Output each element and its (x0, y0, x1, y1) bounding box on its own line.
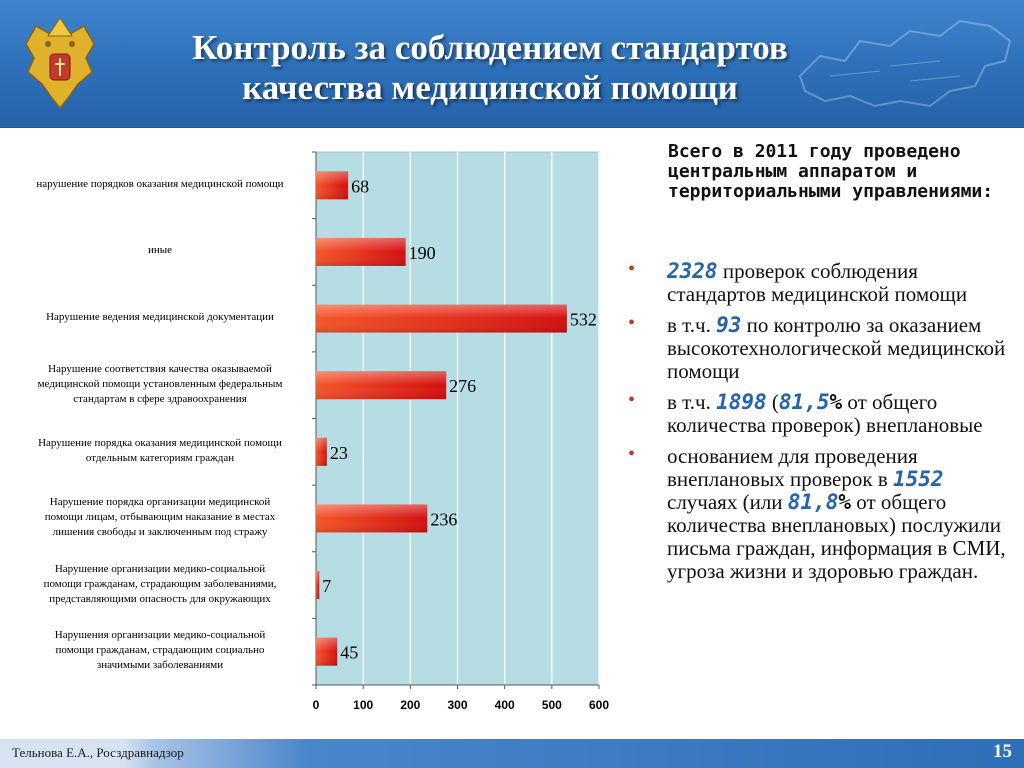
bar-highlight (316, 237, 406, 266)
category-label-line: Нарушение ведения медицинской документац… (46, 311, 274, 324)
category-label: иные (10, 243, 310, 258)
data-label: 276 (449, 376, 476, 396)
bar-chart: 0 100 200 300 400 500 600 68 190 532 276 23 236 7 45 н… (0, 140, 612, 720)
bullet-text: проверок соблюдения стандартов медицинск… (667, 259, 968, 306)
bar-highlight (316, 304, 567, 333)
summary-panel: Всего в 2011 году проведено центральным … (618, 140, 1018, 730)
bar-highlight (316, 171, 349, 200)
category-label-line: Нарушение организации медико-социальной (54, 562, 266, 575)
data-label: 532 (570, 310, 597, 330)
bullet-number: 93 (716, 313, 742, 337)
bullet-prefix: в т.ч. (667, 313, 717, 337)
coat-of-arms-icon (25, 17, 95, 110)
bullet-icon: • (628, 258, 636, 280)
summary-bullet-3: • в т.ч. 1898 (81,5% от общего количеств… (626, 389, 1016, 437)
x-tick-label: 100 (353, 698, 373, 712)
bar-highlight (316, 571, 320, 600)
bullet-text: по контролю за оказанием высокотехнологи… (667, 313, 1006, 383)
x-tick-label: 500 (542, 698, 562, 712)
category-label-line: лишения свободы и заключенным под стражу (52, 525, 268, 538)
percent-sign: % (838, 490, 852, 514)
title-line-2: качества медицинской помощи (242, 68, 738, 107)
bar-highlight (316, 437, 327, 466)
summary-list: • 2328 проверок соблюдения стандартов ме… (626, 258, 1016, 591)
category-label-line: помощи гражданам, страдающим социально (55, 644, 265, 657)
bullet-text: от общего количества проверок) внепланов… (667, 390, 983, 437)
x-tick-label: 400 (495, 698, 515, 712)
category-label-line: Нарушение порядка оказания медицинской п… (38, 436, 282, 449)
bar-highlight (316, 504, 428, 533)
category-label-line: медицинской помощи установленным федерал… (37, 377, 283, 390)
category-label: Нарушение порядка оказания медицинской п… (10, 436, 310, 466)
bullet-icon: • (628, 312, 636, 334)
page-number: 15 (993, 741, 1012, 762)
bullet-percent-value: 81,5 (778, 390, 830, 414)
x-tick-label: 600 (589, 698, 609, 712)
category-label-line: помощи лицам, отбывающим наказание в мес… (44, 510, 276, 523)
data-label: 45 (340, 643, 358, 663)
summary-bullet-1: • 2328 проверок соблюдения стандартов ме… (626, 258, 1016, 306)
summary-lead: Всего в 2011 году проведено центральным … (668, 141, 994, 202)
category-label: нарушение порядков оказания медицинской … (10, 177, 310, 192)
slide-title: Контроль за соблюдением стандартов качес… (110, 28, 870, 108)
bullet-icon: • (628, 443, 636, 465)
percent-sign: % (829, 390, 843, 414)
category-label-line: значимыми заболеваниями (96, 659, 224, 672)
summary-bullet-4: • основанием для проведения внеплановых … (626, 443, 1016, 583)
category-label: Нарушение ведения медицинской документац… (10, 310, 310, 325)
x-tick-label: 0 (313, 698, 320, 712)
bullet-text: от общего количества внеплановых) послуж… (667, 490, 1006, 583)
data-label: 23 (330, 443, 348, 463)
bullet-prefix: в т.ч. (667, 390, 717, 414)
bullet-prefix: основанием для проведения внеплановых пр… (667, 444, 918, 491)
chart-plot: 0 100 200 300 400 500 600 68 190 532 276 23 236 7 45 (312, 151, 609, 712)
category-label: Нарушение организации медико-социальной п… (10, 562, 310, 607)
slide-footer: Тельнова Е.А., Росздравнадзор 15 (0, 739, 1024, 768)
category-label-line: Нарушения организации медико-социальной (54, 629, 266, 642)
bullet-number: 2328 (667, 259, 718, 283)
data-label: 68 (351, 176, 369, 196)
data-label: 7 (322, 576, 331, 596)
category-label-line: нарушение порядков оказания медицинской … (36, 177, 284, 190)
russia-map-icon (798, 19, 1012, 108)
bullet-icon: • (628, 389, 636, 411)
bullet-mid: ( (766, 390, 779, 414)
bullet-percent-value: 81,8 (787, 490, 839, 514)
bullet-number: 1898 (716, 390, 767, 414)
slide-header: Контроль за соблюдением стандартов качес… (0, 0, 1024, 128)
category-label-line: иные (147, 244, 173, 257)
author-label: Тельнова Е.А., Росздравнадзор (12, 745, 184, 760)
x-tick-label: 300 (447, 698, 467, 712)
category-label: Нарушение соответствия качества оказывае… (10, 362, 310, 407)
category-label: Нарушения организации медико-социальной п… (10, 628, 310, 673)
data-label: 190 (409, 243, 436, 263)
bar-highlight (316, 637, 338, 666)
x-tick-label: 200 (400, 698, 420, 712)
category-label-line: представляющими опасность для окружающих (49, 592, 271, 605)
category-label-line: Нарушение соответствия качества оказывае… (48, 362, 272, 375)
bullet-mid: случаях (или (667, 490, 788, 514)
bar-highlight (316, 371, 447, 400)
summary-bullet-2: • в т.ч. 93 по контролю за оказанием выс… (626, 312, 1016, 383)
category-label-line: Нарушение порядка организации медицинско… (49, 495, 271, 508)
category-label-line: помощи гражданам, страдающим заболевания… (43, 577, 277, 590)
category-label-line: отдельным категориям граждан (85, 451, 235, 464)
category-label-line: стандартам в сфере здравоохранения (73, 392, 247, 405)
category-label: Нарушение порядка организации медицинско… (10, 495, 310, 540)
title-line-1: Контроль за соблюдением стандартов (192, 28, 788, 67)
data-label: 236 (430, 509, 457, 529)
bullet-number: 1552 (893, 467, 944, 491)
